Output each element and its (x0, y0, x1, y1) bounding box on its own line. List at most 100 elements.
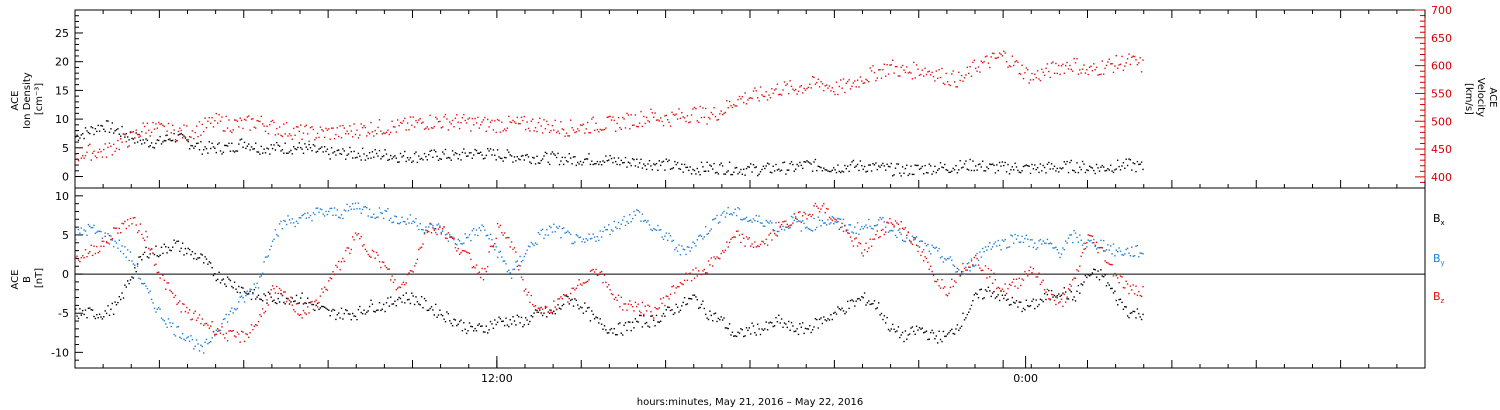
ion-density-point (619, 164, 621, 166)
by-point (523, 255, 525, 258)
bz-point (274, 292, 277, 294)
by-point (165, 323, 167, 325)
velocity-point (572, 129, 575, 131)
by-point (818, 219, 821, 221)
velocity-point (508, 115, 510, 118)
bx-point (333, 309, 336, 311)
bz-point (104, 235, 106, 238)
bz-point (700, 273, 703, 276)
by-point (894, 234, 897, 237)
velocity-point (496, 118, 499, 121)
ion-density-point (457, 158, 459, 160)
bz-point (595, 268, 597, 271)
ion-density-point (219, 150, 222, 152)
by-point (786, 226, 788, 228)
bz-point (1063, 293, 1065, 296)
ion-density-point (281, 149, 284, 151)
bz-point (335, 264, 337, 267)
bz-point (759, 243, 762, 246)
velocity-point (1041, 68, 1043, 70)
bz-point (518, 269, 520, 271)
velocity-point (1100, 73, 1102, 75)
bx-point (634, 318, 637, 320)
velocity-point (955, 86, 957, 88)
by-point (1034, 242, 1036, 244)
by-point (219, 329, 222, 332)
by-point (529, 246, 531, 248)
ion-density-point (671, 167, 673, 170)
bz-point (797, 211, 800, 214)
bx-point (121, 292, 123, 294)
velocity-point (609, 115, 611, 118)
ion-density-point (624, 156, 627, 159)
bx-point (146, 256, 149, 258)
bz-point (626, 309, 628, 311)
velocity-point (430, 127, 433, 129)
velocity-point (416, 121, 419, 124)
by-point (177, 325, 180, 328)
bz-point (616, 299, 618, 301)
velocity-point (737, 98, 739, 101)
velocity-point (728, 100, 731, 103)
by-point (1076, 236, 1078, 239)
velocity-point (975, 67, 977, 70)
bz-point (311, 300, 313, 303)
bx-point (370, 299, 372, 301)
bz-point (1132, 284, 1134, 286)
ion-density-point (914, 164, 916, 166)
bz-point (419, 247, 421, 249)
ion-density-point (273, 144, 275, 146)
velocity-point (158, 121, 160, 124)
ion-density-point (428, 154, 430, 156)
bz-point (475, 264, 478, 266)
by-point (270, 245, 272, 247)
bx-point (457, 323, 459, 325)
ion-density-point (634, 165, 637, 167)
by-point (911, 235, 914, 237)
bz-point (1079, 265, 1081, 267)
bx-point (953, 333, 956, 335)
ion-density-point (1124, 167, 1126, 169)
ion-density-point (384, 149, 386, 151)
bx-point (429, 307, 431, 310)
bz-point (328, 280, 330, 282)
bx-point (278, 301, 281, 303)
by-point (901, 239, 904, 241)
velocity-point (316, 132, 319, 135)
bz-point (1084, 247, 1087, 250)
ion-density-point (195, 142, 198, 145)
bz-point (640, 311, 642, 314)
bx-point (298, 302, 300, 304)
velocity-point (122, 133, 125, 135)
bz-point (153, 264, 156, 266)
velocity-point (994, 57, 997, 59)
velocity-point (842, 78, 845, 80)
bx-point (1013, 301, 1015, 304)
bz-point (685, 272, 687, 274)
by-point (300, 217, 302, 219)
bz-point (930, 265, 932, 267)
velocity-point (615, 130, 617, 132)
velocity-point (1072, 70, 1074, 72)
ion-density-point (229, 150, 232, 152)
bx-point (93, 315, 95, 318)
ion-density-point (804, 161, 807, 163)
velocity-point (921, 69, 923, 71)
by-point (1005, 247, 1008, 249)
velocity-point (408, 129, 410, 131)
bz-point (582, 282, 585, 284)
bz-point (574, 289, 576, 291)
bx-point (696, 299, 698, 301)
bx-point (428, 309, 430, 311)
bx-point (1100, 269, 1102, 271)
bz-point (837, 221, 839, 223)
bx-point (626, 329, 628, 332)
by-point (525, 253, 527, 255)
velocity-point (380, 130, 382, 132)
bx-point (685, 303, 687, 306)
velocity-point (284, 133, 286, 135)
velocity-point (1074, 62, 1077, 64)
velocity-point (930, 74, 932, 76)
bx-point (802, 322, 804, 324)
ion-density-point (856, 163, 859, 166)
